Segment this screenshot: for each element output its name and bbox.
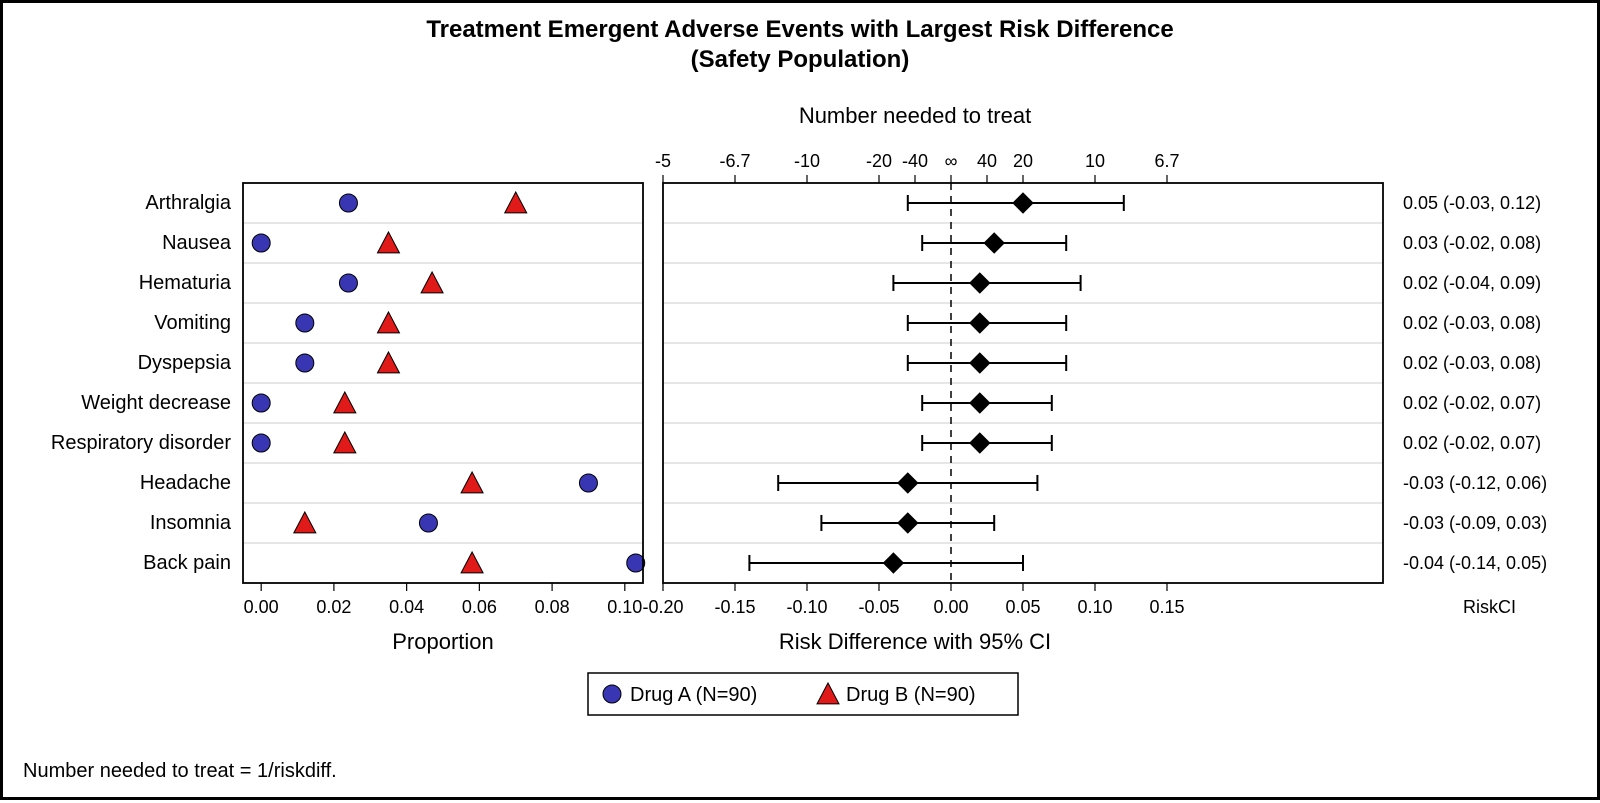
drug-b-marker [461,552,483,573]
ci-value-text: 0.02 (-0.03, 0.08) [1403,353,1541,373]
risk-diff-diamond [970,353,990,373]
category-label: Headache [140,472,231,494]
nnt-tick-label: 20 [1013,151,1033,171]
category-label: Insomnia [150,512,232,534]
drug-b-marker [334,432,356,453]
risk-diff-diamond [898,473,918,493]
nnt-tick-label: -20 [866,151,892,171]
x-tick-label: 0.08 [535,597,570,617]
category-label: Back pain [143,552,231,574]
ci-value-text: -0.03 (-0.09, 0.03) [1403,513,1547,533]
drug-a-marker [252,394,270,412]
nnt-axis-label: Number needed to treat [799,103,1031,128]
drug-b-marker [377,312,399,333]
risk-diff-diamond [898,513,918,533]
drug-a-marker [252,434,270,452]
risk-diff-diamond [970,273,990,293]
x-axis-label-left: Proportion [392,629,494,654]
x-tick-label: 0.00 [244,597,279,617]
nnt-tick-label: ∞ [945,151,958,171]
ci-value-text: 0.02 (-0.04, 0.09) [1403,273,1541,293]
nnt-tick-label: -40 [902,151,928,171]
drug-b-marker [334,392,356,413]
legend-drug-a-icon [603,685,621,703]
drug-b-marker [377,232,399,253]
drug-a-marker [252,234,270,252]
drug-b-marker [505,192,527,213]
x-tick-label: -0.20 [642,597,683,617]
risk-diff-diamond [883,553,903,573]
risk-diff-diamond [970,393,990,413]
ci-value-text: 0.02 (-0.03, 0.08) [1403,313,1541,333]
ci-value-text: 0.02 (-0.02, 0.07) [1403,433,1541,453]
x-tick-label: 0.02 [316,597,351,617]
drug-b-marker [294,512,316,533]
drug-a-marker [579,474,597,492]
x-tick-label: 0.05 [1005,597,1040,617]
x-tick-label: 0.06 [462,597,497,617]
drug-b-marker [461,472,483,493]
drug-a-marker [296,314,314,332]
risk-diff-diamond [970,313,990,333]
category-label: Weight decrease [81,392,231,414]
x-tick-label: 0.15 [1149,597,1184,617]
risk-diff-diamond [970,433,990,453]
x-tick-label: 0.04 [389,597,424,617]
x-tick-label: 0.00 [933,597,968,617]
ci-value-text: -0.04 (-0.14, 0.05) [1403,553,1547,573]
footnote: Number needed to treat = 1/riskdiff. [23,760,337,783]
risk-diff-diamond [1013,193,1033,213]
x-tick-label: 0.10 [607,597,642,617]
plot-svg: Arthralgia Nausea Hematuria Vomiting Dyspeps… [3,3,1600,803]
drug-b-marker [421,272,443,293]
ci-value-text: 0.03 (-0.02, 0.08) [1403,233,1541,253]
x-tick-label: 0.10 [1077,597,1112,617]
category-label: Arthralgia [145,192,231,214]
x-axis-label-right: Risk Difference with 95% CI [779,629,1051,654]
ci-value-text: 0.05 (-0.03, 0.12) [1403,193,1541,213]
nnt-tick-label: 40 [977,151,997,171]
drug-a-marker [419,514,437,532]
risk-diff-diamond [984,233,1004,253]
ci-value-text: 0.02 (-0.02, 0.07) [1403,393,1541,413]
nnt-tick-label: -10 [794,151,820,171]
drug-b-marker [377,352,399,373]
drug-a-marker [339,274,357,292]
category-label: Respiratory disorder [51,432,231,454]
x-tick-label: -0.10 [786,597,827,617]
riskci-label: RiskCI [1463,597,1516,617]
drug-a-marker [627,554,645,572]
ci-value-text: -0.03 (-0.12, 0.06) [1403,473,1547,493]
drug-a-marker [339,194,357,212]
legend-drug-b-text: Drug B (N=90) [846,684,976,706]
category-label: Vomiting [154,312,231,334]
x-tick-label: -0.15 [714,597,755,617]
legend-drug-a-text: Drug A (N=90) [630,684,757,706]
nnt-tick-label: -6.7 [719,151,750,171]
drug-a-marker [296,354,314,372]
nnt-tick-label: 6.7 [1154,151,1179,171]
chart-frame: Treatment Emergent Adverse Events with L… [0,0,1600,800]
nnt-tick-label: 10 [1085,151,1105,171]
x-tick-label: -0.05 [858,597,899,617]
category-label: Nausea [162,232,232,254]
category-label: Dyspepsia [138,352,232,374]
category-label: Hematuria [139,272,232,294]
nnt-tick-label: -5 [655,151,671,171]
